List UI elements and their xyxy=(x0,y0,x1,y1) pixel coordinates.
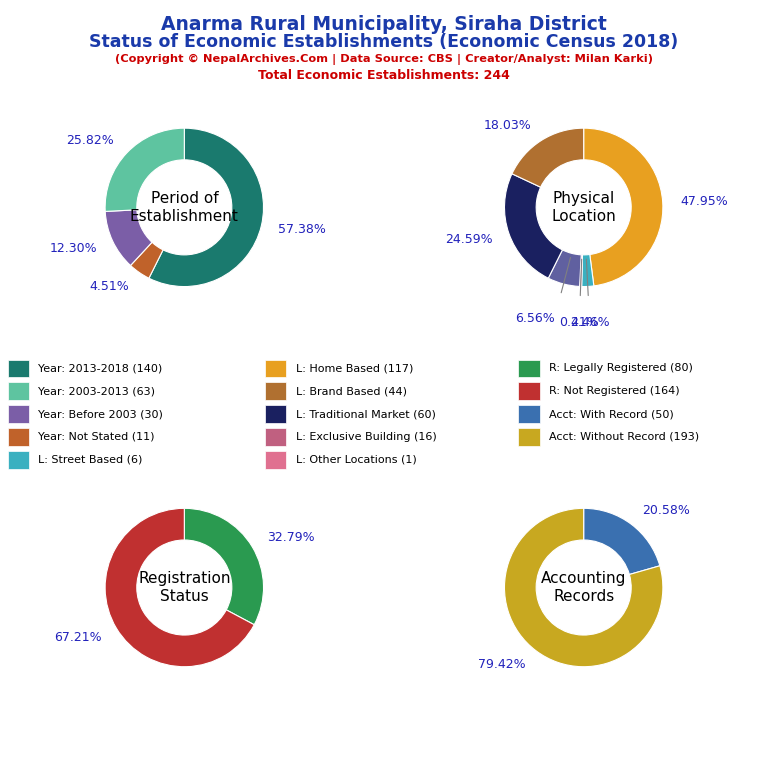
Text: Anarma Rural Municipality, Siraha District: Anarma Rural Municipality, Siraha Distri… xyxy=(161,15,607,35)
Wedge shape xyxy=(131,242,163,278)
FancyBboxPatch shape xyxy=(518,359,540,377)
Text: 57.38%: 57.38% xyxy=(278,223,326,236)
Text: L: Traditional Market (60): L: Traditional Market (60) xyxy=(296,409,435,419)
Text: L: Home Based (117): L: Home Based (117) xyxy=(296,363,413,373)
FancyBboxPatch shape xyxy=(8,451,29,468)
FancyBboxPatch shape xyxy=(265,428,286,445)
Text: 12.30%: 12.30% xyxy=(49,242,97,255)
Text: R: Not Registered (164): R: Not Registered (164) xyxy=(549,386,680,396)
Text: 0.41%: 0.41% xyxy=(559,316,599,329)
Wedge shape xyxy=(505,508,663,667)
Text: 47.95%: 47.95% xyxy=(680,194,728,207)
Text: Year: 2003-2013 (63): Year: 2003-2013 (63) xyxy=(38,386,155,396)
FancyBboxPatch shape xyxy=(8,428,29,445)
Wedge shape xyxy=(584,128,663,286)
Text: (Copyright © NepalArchives.Com | Data Source: CBS | Creator/Analyst: Milan Karki: (Copyright © NepalArchives.Com | Data So… xyxy=(115,54,653,65)
Text: Year: 2013-2018 (140): Year: 2013-2018 (140) xyxy=(38,363,163,373)
Text: 18.03%: 18.03% xyxy=(484,119,531,132)
Text: 20.58%: 20.58% xyxy=(642,504,690,517)
FancyBboxPatch shape xyxy=(265,359,286,377)
FancyBboxPatch shape xyxy=(518,382,540,400)
FancyBboxPatch shape xyxy=(265,451,286,468)
FancyBboxPatch shape xyxy=(8,382,29,400)
Wedge shape xyxy=(548,250,581,286)
Text: 6.56%: 6.56% xyxy=(515,312,554,325)
Text: Year: Not Stated (11): Year: Not Stated (11) xyxy=(38,432,155,442)
Text: L: Brand Based (44): L: Brand Based (44) xyxy=(296,386,407,396)
FancyBboxPatch shape xyxy=(8,406,29,423)
Text: 32.79%: 32.79% xyxy=(267,531,315,545)
Wedge shape xyxy=(505,174,562,278)
Text: Accounting
Records: Accounting Records xyxy=(541,571,627,604)
Text: Year: Before 2003 (30): Year: Before 2003 (30) xyxy=(38,409,164,419)
Text: Acct: Without Record (193): Acct: Without Record (193) xyxy=(549,432,699,442)
Text: 25.82%: 25.82% xyxy=(67,134,114,147)
Text: Status of Economic Establishments (Economic Census 2018): Status of Economic Establishments (Econo… xyxy=(89,33,679,51)
Text: 2.46%: 2.46% xyxy=(570,316,609,329)
Wedge shape xyxy=(581,254,594,286)
FancyBboxPatch shape xyxy=(518,428,540,445)
Text: Registration
Status: Registration Status xyxy=(138,571,230,604)
FancyBboxPatch shape xyxy=(265,382,286,400)
Text: Period of
Establishment: Period of Establishment xyxy=(130,191,239,223)
Text: 67.21%: 67.21% xyxy=(54,631,101,644)
Text: 79.42%: 79.42% xyxy=(478,658,525,671)
Wedge shape xyxy=(105,128,184,211)
Wedge shape xyxy=(512,128,584,187)
FancyBboxPatch shape xyxy=(265,406,286,423)
Text: 4.51%: 4.51% xyxy=(90,280,129,293)
Text: Physical
Location: Physical Location xyxy=(551,191,616,223)
Wedge shape xyxy=(105,508,254,667)
Text: L: Street Based (6): L: Street Based (6) xyxy=(38,455,143,465)
Wedge shape xyxy=(105,210,152,266)
Text: R: Legally Registered (80): R: Legally Registered (80) xyxy=(549,363,693,373)
Text: Total Economic Establishments: 244: Total Economic Establishments: 244 xyxy=(258,69,510,82)
FancyBboxPatch shape xyxy=(518,406,540,423)
Wedge shape xyxy=(149,128,263,286)
Text: L: Exclusive Building (16): L: Exclusive Building (16) xyxy=(296,432,436,442)
Text: Acct: With Record (50): Acct: With Record (50) xyxy=(549,409,674,419)
Text: L: Other Locations (1): L: Other Locations (1) xyxy=(296,455,416,465)
Text: 24.59%: 24.59% xyxy=(445,233,492,246)
Wedge shape xyxy=(584,508,660,574)
Wedge shape xyxy=(580,255,582,286)
FancyBboxPatch shape xyxy=(8,359,29,377)
Wedge shape xyxy=(184,508,263,624)
